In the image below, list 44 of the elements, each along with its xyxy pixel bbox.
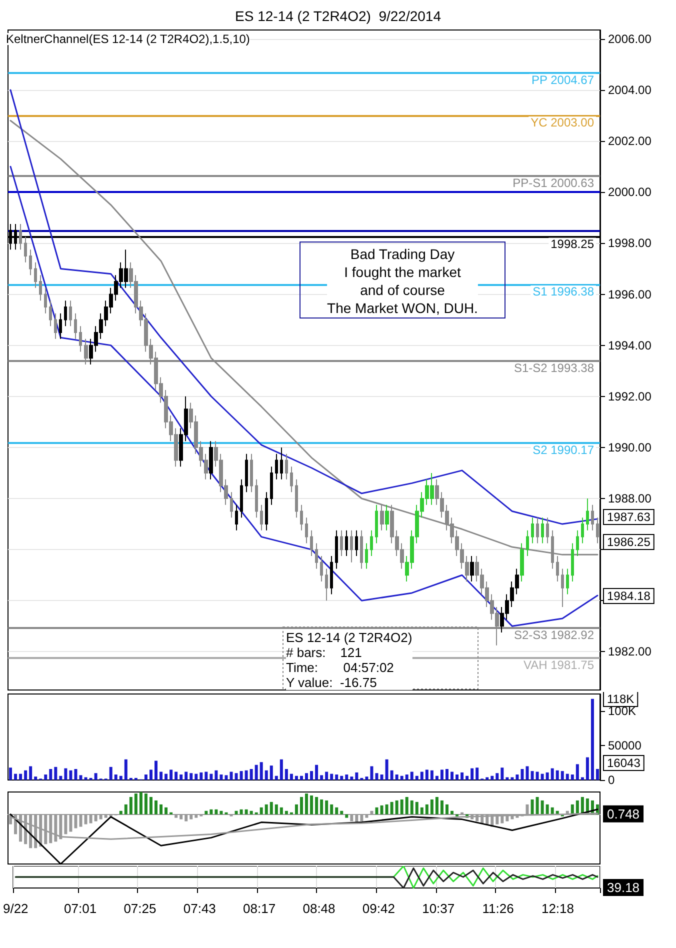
y-tick-label: 1994.00 — [608, 338, 652, 352]
x-tick-label: 9/22 — [2, 901, 28, 916]
y-tick-label: 100K — [608, 704, 636, 718]
ref-line-label: S2 1990.17 — [532, 443, 594, 458]
text: 118K — [607, 692, 634, 706]
text: 16043 — [607, 756, 641, 770]
y-tick-label: 2002.00 — [608, 134, 652, 148]
ref-line-label: VAH 1981.75 — [524, 658, 594, 672]
y-tick-label: 1998.00 — [608, 236, 652, 250]
x-tick-label: 08:17 — [243, 901, 276, 916]
x-tick-label: 12:18 — [541, 901, 574, 916]
y-tick-label: 2004.00 — [608, 83, 652, 97]
y-tick-label: 0 — [608, 773, 615, 787]
text: 39.18 — [607, 880, 640, 895]
text: 1984.18 — [607, 589, 651, 603]
text: 1986.25 — [607, 535, 651, 549]
y-tick-label: 2006.00 — [608, 32, 652, 46]
y-tick-label: 1982.00 — [608, 644, 652, 659]
ref-line-label: YC 2003.00 — [530, 116, 594, 130]
y-tick-label: 2000.00 — [608, 185, 652, 200]
y-tick-label: 1992.00 — [608, 389, 652, 404]
ref-line-label: PP-S1 2000.63 — [512, 176, 594, 190]
x-tick-label: 10:37 — [422, 901, 455, 916]
text: 0.748 — [607, 806, 640, 822]
x-tick-label: 07:01 — [64, 901, 97, 916]
x-tick-label: 07:43 — [183, 901, 216, 916]
x-tick-label: 07:25 — [124, 901, 156, 916]
chart-title: ES 12-14 (2 T2R4O2) 9/22/2014 — [235, 8, 442, 24]
ref-line-label: S1-S2 1993.38 — [514, 361, 594, 376]
annotation: ES 12-14 (2 T2R4O2) # bars: 121 Time: 04:57:02 Y value: -16.75 — [286, 630, 412, 690]
ref-line-label: S2-S3 1982.92 — [514, 628, 594, 642]
ref-line-label: 1998.25 — [550, 236, 594, 251]
ref-line-label: S1 1996.38 — [532, 284, 594, 299]
x-tick-label: 11:26 — [482, 901, 514, 916]
y-tick-label: 1996.00 — [608, 287, 652, 302]
annotation: Bad Trading Day I fought the market and of course The Market WON, DUH. — [327, 246, 478, 316]
y-tick-label: 1988.00 — [608, 492, 652, 506]
annotation: KeltnerChannel(ES 12-14 (2 T2R4O2),1.5,10) — [6, 32, 250, 46]
text: 1987.63 — [607, 510, 651, 524]
ref-line-label: PP 2004.67 — [531, 72, 594, 87]
x-tick-label: 09:42 — [362, 901, 395, 916]
y-tick-label: 50000 — [608, 738, 642, 753]
x-tick-label: 08:48 — [302, 901, 336, 916]
y-tick-label: 1990.00 — [608, 440, 652, 454]
